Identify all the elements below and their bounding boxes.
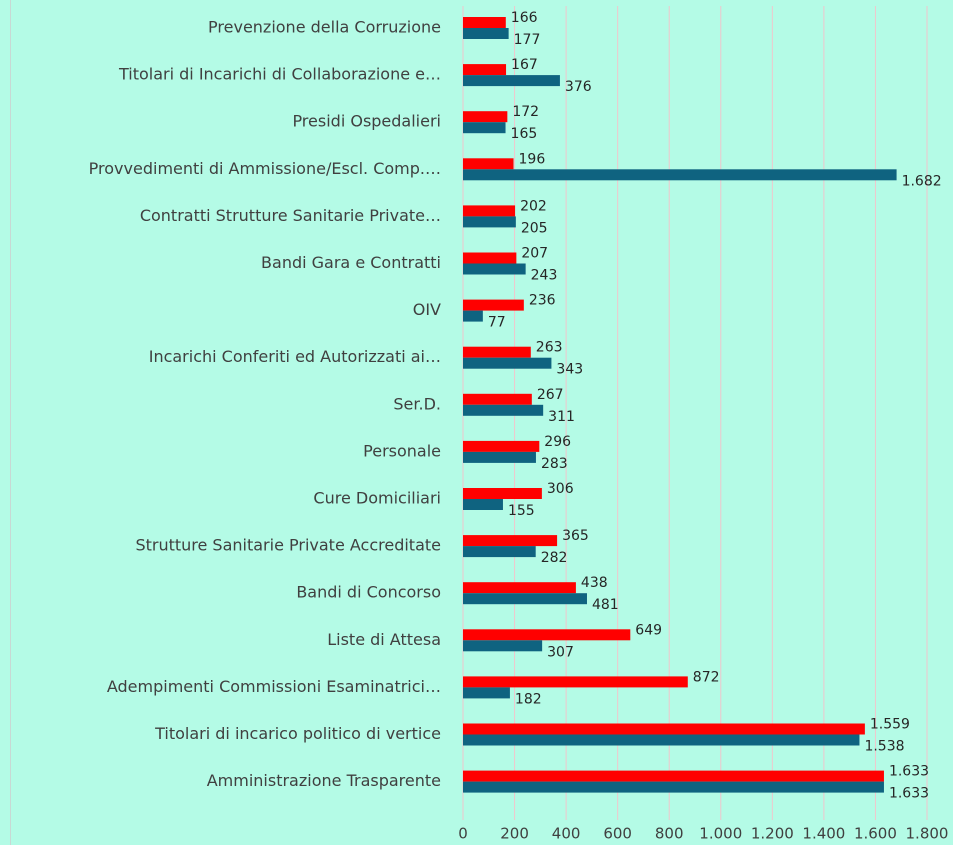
value-label: 267 — [537, 387, 564, 403]
value-label: 207 — [521, 246, 548, 262]
value-label: 77 — [488, 315, 506, 331]
bar — [463, 17, 506, 28]
value-label: 649 — [635, 622, 662, 638]
bar — [463, 440, 540, 452]
y-tick-label: Ser.D. — [393, 394, 441, 413]
bar — [463, 734, 860, 746]
y-tick-label: OIV — [413, 300, 441, 319]
bar — [463, 122, 506, 134]
value-label: 177 — [514, 32, 541, 48]
bar — [463, 676, 688, 688]
bar — [463, 158, 514, 170]
y-tick-label: Bandi di Concorso — [296, 583, 441, 602]
bar — [463, 629, 631, 641]
x-tick-label: 1.000 — [699, 825, 742, 843]
value-label: 236 — [529, 293, 556, 309]
bar — [463, 499, 503, 510]
y-tick-label: Liste di Attesa — [327, 630, 441, 649]
bar — [463, 263, 526, 275]
value-label: 282 — [541, 550, 568, 566]
x-tick-label: 800 — [655, 825, 684, 843]
bar — [463, 346, 531, 358]
y-tick-label: Titolari di Incarichi di Collaborazione … — [118, 65, 441, 84]
bar — [463, 393, 532, 405]
y-tick-label: Presidi Ospedalieri — [292, 112, 441, 131]
value-label: 376 — [565, 79, 592, 95]
bar — [463, 404, 544, 416]
value-label: 155 — [508, 503, 535, 519]
bar — [463, 546, 536, 558]
bar — [463, 64, 507, 76]
bar — [463, 310, 483, 322]
value-label: 306 — [547, 481, 574, 497]
bar — [463, 252, 517, 264]
bar — [463, 216, 516, 228]
x-tick-label: 1.400 — [802, 825, 845, 843]
x-tick-label: 1.800 — [906, 825, 949, 843]
value-label: 307 — [547, 644, 574, 660]
value-label: 311 — [548, 409, 575, 425]
value-label: 343 — [556, 362, 583, 378]
y-tick-label: Prevenzione della Corruzione — [208, 18, 441, 37]
bar — [463, 169, 897, 181]
bar — [463, 299, 524, 311]
bar — [463, 687, 510, 699]
y-tick-label: Personale — [363, 441, 441, 460]
bar — [463, 111, 508, 123]
y-tick-label: Amministrazione Trasparente — [207, 771, 441, 790]
bar — [463, 488, 542, 499]
value-label: 1.633 — [889, 764, 929, 780]
y-tick-label: Provvedimenti di Ammissione/Escl. Comp.… — [89, 159, 441, 178]
bar — [463, 75, 560, 87]
x-tick-label: 1.200 — [751, 825, 794, 843]
bar — [463, 723, 865, 735]
y-tick-label: Incarichi Conferiti ed Autorizzati ai… — [149, 347, 441, 366]
bar — [463, 28, 509, 39]
value-label: 243 — [531, 268, 558, 284]
value-label: 481 — [592, 597, 619, 613]
y-tick-label: Bandi Gara e Contratti — [261, 253, 441, 272]
bar — [463, 357, 552, 369]
value-label: 202 — [520, 198, 547, 214]
y-tick-label: Adempimenti Commissioni Esaminatrici… — [107, 677, 441, 696]
value-label: 438 — [581, 575, 608, 591]
bar — [463, 535, 558, 547]
x-tick-label: 1.600 — [854, 825, 897, 843]
value-label: 872 — [693, 669, 720, 685]
value-label: 166 — [511, 10, 538, 26]
x-tick-label: 600 — [603, 825, 632, 843]
x-tick-label: 0 — [458, 825, 468, 843]
y-tick-label: Titolari di incarico politico di vertice — [154, 724, 441, 743]
value-label: 1.538 — [864, 739, 904, 755]
y-tick-label: Cure Domiciliari — [313, 489, 441, 508]
value-label: 1.682 — [902, 173, 942, 189]
bar — [463, 205, 516, 217]
bar — [463, 770, 884, 782]
value-label: 296 — [544, 434, 571, 450]
x-tick-label: 200 — [500, 825, 529, 843]
value-label: 283 — [541, 456, 568, 472]
value-label: 165 — [511, 126, 538, 142]
bar — [463, 640, 543, 652]
value-label: 205 — [521, 220, 548, 236]
value-label: 167 — [511, 57, 538, 73]
value-label: 365 — [562, 528, 589, 544]
value-label: 182 — [515, 691, 542, 707]
value-label: 263 — [536, 340, 563, 356]
value-label: 1.633 — [889, 786, 929, 802]
y-tick-label: Strutture Sanitarie Private Accreditate — [135, 536, 441, 555]
bar — [463, 593, 587, 605]
value-label: 172 — [512, 104, 539, 120]
value-label: 196 — [519, 151, 546, 167]
y-tick-label: Contratti Strutture Sanitarie Private… — [140, 206, 441, 225]
bar — [463, 582, 576, 594]
bar — [463, 781, 884, 793]
x-tick-label: 400 — [552, 825, 581, 843]
bar — [463, 451, 536, 463]
value-label: 1.559 — [870, 717, 910, 733]
